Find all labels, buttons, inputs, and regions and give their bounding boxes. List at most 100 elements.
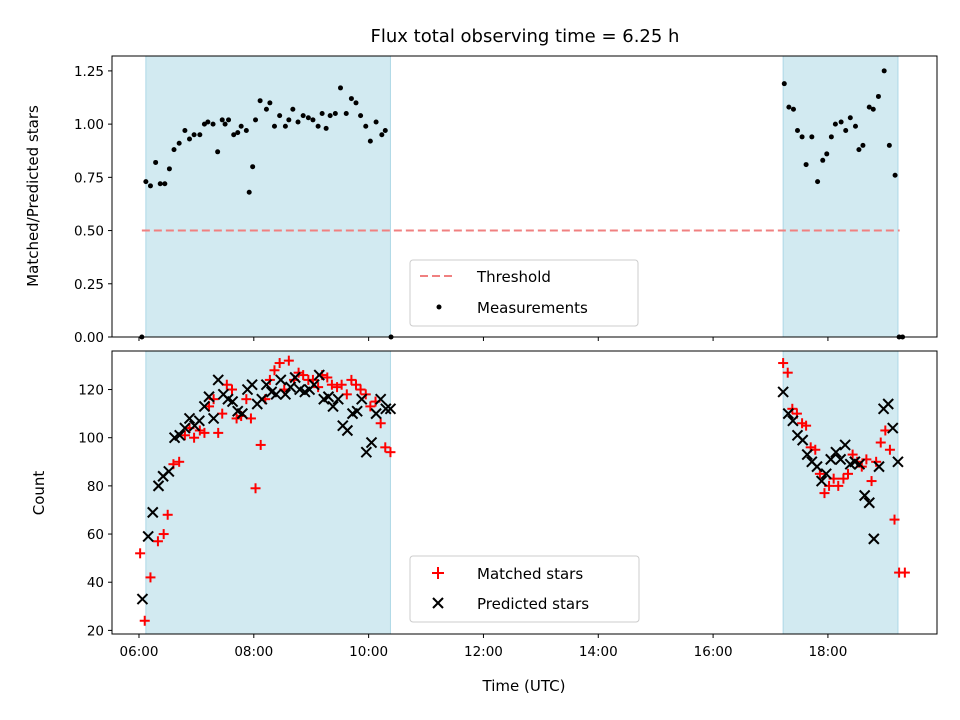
x-tick-label-3: 12:00 bbox=[464, 644, 503, 660]
predicted-star-point-b bbox=[212, 374, 224, 386]
measurement-point bbox=[803, 162, 809, 168]
predicted-star-point bbox=[179, 422, 191, 434]
x-tick-label-4: 14:00 bbox=[579, 644, 618, 660]
predicted-star-point-b bbox=[207, 412, 220, 425]
predicted-star-point-b bbox=[360, 446, 373, 458]
predicted-star-point bbox=[380, 403, 392, 415]
x-tick-label-6: 18:00 bbox=[808, 644, 847, 660]
matched-star-point bbox=[241, 394, 252, 405]
predicted-star-point-b bbox=[222, 393, 234, 405]
measurement-point bbox=[210, 121, 216, 127]
matched-star-point bbox=[250, 483, 261, 494]
matched-star-point bbox=[298, 370, 309, 381]
predicted-star-point bbox=[203, 391, 215, 403]
measurement-point bbox=[790, 106, 796, 112]
count-y-axis-label: Count bbox=[30, 471, 48, 516]
legend-matched-label: Matched stars bbox=[477, 565, 583, 583]
measurement-point bbox=[363, 123, 369, 129]
predicted-star-point-b bbox=[313, 369, 325, 381]
matched-star-point bbox=[213, 427, 224, 438]
legend-measurements-label: Measurements bbox=[477, 299, 588, 317]
predicted-star-point-b bbox=[147, 506, 159, 519]
count-y-tick-label-3: 80 bbox=[87, 479, 104, 495]
matched-star-point bbox=[145, 572, 156, 583]
measurement-point bbox=[166, 166, 172, 172]
predicted-star-point-b bbox=[275, 374, 287, 386]
measurement-point bbox=[153, 159, 159, 165]
predicted-star-point-b bbox=[289, 371, 301, 384]
legend-measurements-swatch bbox=[436, 304, 442, 310]
predicted-star-point bbox=[787, 415, 799, 427]
matched-star-point bbox=[189, 432, 200, 443]
measurement-point bbox=[358, 113, 364, 119]
matched-star-point bbox=[274, 358, 285, 369]
matched-star-point bbox=[847, 449, 858, 460]
matched-star-point bbox=[801, 420, 812, 431]
predicted-star-point bbox=[365, 436, 378, 449]
predicted-star-point bbox=[193, 415, 205, 427]
measurement-point bbox=[286, 117, 292, 123]
count-y-tick-label-5: 120 bbox=[78, 383, 104, 399]
measurement-point bbox=[382, 128, 388, 134]
measurement-point bbox=[319, 110, 325, 116]
predicted-star-point-b bbox=[260, 379, 273, 391]
ratio-panel: 0.00 0.25 0.50 0.75 1.00 1.25 Matched/Predict… bbox=[24, 55, 938, 346]
predicted-star-point bbox=[147, 506, 159, 519]
measurement-point bbox=[860, 142, 866, 148]
predicted-star-point bbox=[322, 391, 335, 403]
matched-star-point bbox=[899, 567, 910, 578]
measurement-point bbox=[246, 189, 252, 195]
measurement-point bbox=[310, 117, 316, 123]
measurement-point bbox=[786, 104, 792, 110]
predicted-star-point-b bbox=[873, 460, 885, 473]
matched-star-point bbox=[179, 430, 190, 441]
predicted-star-point bbox=[246, 379, 258, 391]
ratio-plot-area bbox=[139, 68, 906, 340]
predicted-star-point bbox=[142, 530, 154, 543]
predicted-star-point bbox=[163, 465, 175, 478]
measurement-point bbox=[367, 138, 373, 144]
predicted-star-point-b bbox=[322, 391, 335, 403]
predicted-star-point bbox=[868, 533, 880, 545]
predicted-star-point-b bbox=[868, 533, 880, 545]
predicted-star-point-b bbox=[815, 475, 828, 487]
predicted-star-point-b bbox=[863, 497, 875, 509]
measurement-point bbox=[343, 110, 349, 116]
ratio-legend: Threshold Measurements bbox=[409, 259, 639, 327]
matched-star-point bbox=[866, 476, 877, 487]
measurement-point bbox=[337, 85, 343, 91]
count-y-tick-label-2: 60 bbox=[87, 527, 104, 543]
ratio-y-tick-label-2: 0.50 bbox=[74, 224, 104, 240]
predicted-star-point-b bbox=[183, 412, 196, 425]
measurement-point bbox=[257, 98, 263, 104]
predicted-star-point bbox=[887, 422, 899, 434]
measurement-point bbox=[253, 117, 259, 123]
predicted-star-point bbox=[839, 439, 851, 451]
count-plot-area bbox=[135, 355, 910, 626]
matched-star-point bbox=[365, 401, 376, 412]
measurement-point bbox=[277, 113, 283, 119]
count-observing-windows bbox=[145, 351, 899, 634]
predicted-star-point-b bbox=[801, 448, 813, 461]
measurement-point bbox=[205, 119, 211, 125]
predicted-star-point-b bbox=[374, 393, 387, 405]
measurement-point bbox=[300, 113, 306, 119]
ratio-y-tick-label-3: 0.75 bbox=[74, 170, 104, 186]
measurement-point bbox=[828, 134, 834, 140]
predicted-star-point bbox=[308, 379, 320, 391]
predicted-star-point-b bbox=[887, 422, 899, 434]
matched-star-point bbox=[375, 418, 386, 429]
predicted-star-point-b bbox=[365, 436, 378, 449]
predicted-star-point-b bbox=[198, 400, 211, 413]
ratio-axis-ticks: 0.00 0.25 0.50 0.75 1.00 1.25 bbox=[74, 64, 829, 346]
matched-star-point bbox=[880, 425, 891, 436]
predicted-star-point-b bbox=[327, 400, 339, 413]
predicted-star-point bbox=[873, 460, 885, 473]
predicted-star-point bbox=[882, 398, 894, 410]
measurement-point bbox=[219, 117, 225, 123]
matched-star-point bbox=[336, 379, 347, 390]
ratio-observing-window-1 bbox=[783, 56, 898, 337]
predicted-star-point bbox=[384, 403, 397, 415]
predicted-star-point-b bbox=[246, 379, 258, 391]
